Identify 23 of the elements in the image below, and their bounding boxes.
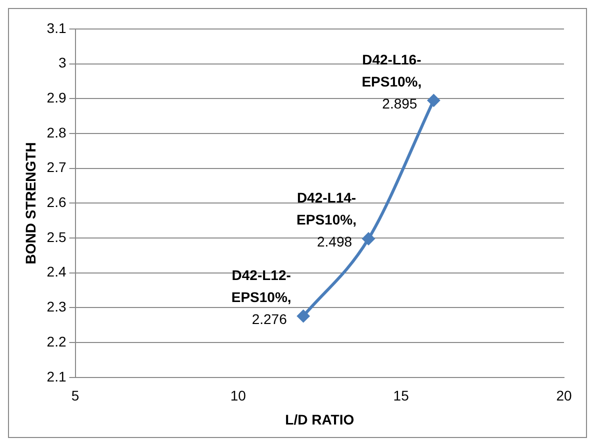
y-axis-title: BOND STRENGTH [22, 142, 38, 264]
y-tick-label: 2.4 [46, 264, 66, 280]
y-tick-label: 2.7 [46, 159, 66, 176]
x-axis-title: L/D RATIO [285, 411, 354, 428]
y-tick-label: 3.1 [46, 20, 66, 36]
data-label: D42-L12-EPS10%, 2.276 [231, 266, 292, 327]
y-tick-label: 2.5 [46, 228, 66, 245]
y-tick-label: 2.3 [46, 298, 66, 315]
y-tick-label: 2.8 [46, 124, 66, 140]
y-tick-label: 3 [58, 54, 66, 71]
x-tick-label: 20 [556, 388, 572, 404]
point [362, 232, 376, 246]
y-tick-label: 2.6 [46, 194, 66, 210]
y-tick-label: 2.1 [46, 368, 66, 384]
x-tick-label: 10 [230, 388, 246, 404]
y-tick-label: 2.2 [46, 333, 66, 350]
point [296, 310, 310, 323]
point [427, 94, 440, 107]
x-tick-label: 15 [393, 388, 410, 404]
y-tick-label: 2.9 [46, 90, 66, 106]
x-tick-label: 5 [71, 388, 80, 404]
data-label: D42-L16-EPS10%, 2.895 [362, 51, 422, 112]
data-label: D42-L14-EPS10%, 2.498 [296, 190, 356, 250]
